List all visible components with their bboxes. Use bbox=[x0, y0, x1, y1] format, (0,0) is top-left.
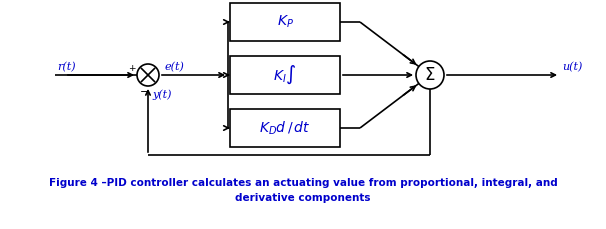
Text: derivative components: derivative components bbox=[235, 193, 371, 203]
Text: e(t): e(t) bbox=[165, 62, 185, 72]
Text: Figure 4 –PID controller calculates an actuating value from proportional, integr: Figure 4 –PID controller calculates an a… bbox=[48, 178, 558, 188]
Text: $K_D d\,/\,dt$: $K_D d\,/\,dt$ bbox=[259, 119, 311, 137]
Bar bbox=[230, 56, 340, 94]
Text: $K_I\int$: $K_I\int$ bbox=[273, 64, 297, 86]
Bar bbox=[230, 3, 340, 41]
Text: u(t): u(t) bbox=[562, 62, 582, 72]
Text: −: − bbox=[141, 87, 150, 97]
Text: y(t): y(t) bbox=[152, 89, 171, 100]
Text: $\Sigma$: $\Sigma$ bbox=[424, 68, 436, 85]
Bar bbox=[230, 109, 340, 147]
Text: r(t): r(t) bbox=[57, 62, 76, 72]
Text: $K_P$: $K_P$ bbox=[276, 14, 293, 30]
Text: +: + bbox=[128, 64, 136, 73]
